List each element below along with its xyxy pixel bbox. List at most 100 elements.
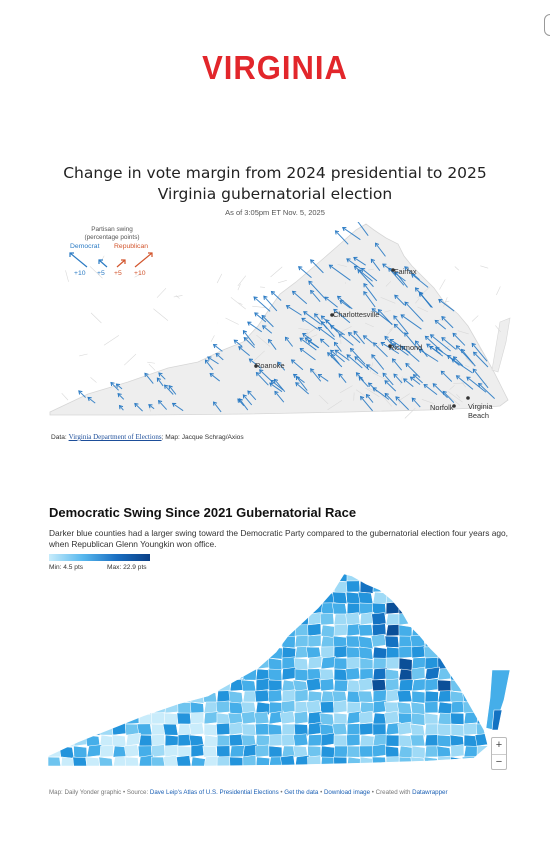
county-cell <box>99 712 115 725</box>
county-cell <box>385 601 400 615</box>
swing-arrow <box>371 354 385 370</box>
county-cell <box>516 592 518 604</box>
county-cell <box>503 624 516 636</box>
county-cell <box>254 591 270 604</box>
swing-arrowhead <box>434 319 439 325</box>
swing-arrow <box>353 330 365 345</box>
county-cell <box>410 701 426 716</box>
county-cell <box>475 679 488 692</box>
swing-arrow <box>461 349 476 367</box>
swing-arrow <box>253 296 271 312</box>
county-cell <box>475 602 488 616</box>
county-cell <box>165 778 178 782</box>
swing-arrowhead <box>233 339 238 344</box>
county-cell <box>385 646 401 660</box>
swing-arrow <box>301 317 319 330</box>
county-cell <box>399 778 413 782</box>
county-cell <box>305 700 322 714</box>
county-cell <box>178 767 192 779</box>
county-cell <box>281 602 297 616</box>
county-cell <box>190 624 205 637</box>
county-cell <box>321 768 334 780</box>
county-cell <box>215 778 230 782</box>
swing-arrow <box>350 348 366 365</box>
footer-datawrapper-link[interactable]: Datawrapper <box>412 789 448 796</box>
county-cell <box>345 635 361 648</box>
county-cell <box>514 723 518 735</box>
county-cells <box>48 574 518 782</box>
county-cell <box>125 701 142 716</box>
county-cell <box>60 580 77 594</box>
county-cell <box>48 679 64 694</box>
yonder-choropleth-map[interactable] <box>48 570 518 782</box>
county-cell <box>86 602 103 616</box>
swing-arrow <box>419 349 439 362</box>
county-cell <box>203 657 218 670</box>
swing-arrowhead <box>215 352 220 358</box>
swing-arrowhead <box>243 336 248 342</box>
source-link-va-elections[interactable]: Virginia Department of Elections <box>68 433 162 441</box>
footer-source-link[interactable]: Dave Leip's Atlas of U.S. Presidential E… <box>149 789 279 796</box>
county-cell <box>139 768 154 781</box>
swing-arrow <box>472 368 489 389</box>
swing-arrowhead <box>440 370 445 375</box>
swing-arrowhead <box>432 383 437 388</box>
county-cell <box>242 668 257 681</box>
zoom-out-button[interactable]: − <box>492 753 506 770</box>
swing-arrow <box>373 342 388 358</box>
swing-arrow <box>384 380 397 392</box>
county-cell <box>189 722 205 736</box>
swing-arrow <box>254 312 267 323</box>
county-cell <box>123 690 140 704</box>
county-cell <box>516 768 518 779</box>
county-cell <box>449 668 465 681</box>
zoom-in-button[interactable]: + <box>495 739 503 751</box>
county-cell <box>255 701 271 716</box>
county-cell <box>358 677 374 692</box>
swing-arrowhead <box>338 373 343 378</box>
county-cell <box>399 768 412 780</box>
county-cell <box>424 756 439 766</box>
county-cell <box>279 591 296 604</box>
county-cell <box>86 712 103 726</box>
county-cell <box>151 657 166 671</box>
swing-arrowhead <box>374 242 380 247</box>
county-cell <box>60 721 75 736</box>
county-cell <box>333 700 348 714</box>
county-cell <box>229 613 244 628</box>
swing-arrowhead <box>460 348 466 354</box>
county-cell <box>320 646 335 659</box>
city-dot <box>254 364 258 368</box>
footer-get-data-link[interactable]: Get the data <box>284 789 319 796</box>
county-cell <box>138 679 153 692</box>
swing-arrow <box>303 311 321 325</box>
county-cell <box>71 602 88 615</box>
county-cell <box>268 734 283 747</box>
county-cell <box>203 602 218 615</box>
scroll-handle[interactable] <box>544 14 550 36</box>
county-cell <box>190 756 206 766</box>
swing-arrowhead <box>338 333 343 338</box>
county-cell <box>268 646 283 660</box>
swing-arrow <box>357 222 369 236</box>
swing-arrow <box>394 294 405 306</box>
swing-arrow <box>371 308 393 325</box>
county-cell <box>202 745 218 758</box>
county-cell <box>152 778 165 782</box>
county-cell <box>216 624 231 637</box>
county-cell <box>138 602 153 615</box>
swing-arrow <box>370 259 381 271</box>
swing-arrowhead <box>400 314 405 319</box>
county-cell <box>201 668 218 681</box>
swing-arrowhead <box>452 332 457 337</box>
county-cell <box>475 580 488 593</box>
swing-arrow <box>249 358 262 369</box>
county-cell <box>385 734 400 747</box>
county-cell <box>372 723 387 736</box>
county-cell <box>48 602 62 615</box>
county-cell <box>111 580 127 595</box>
footer-download-link[interactable]: Download image <box>323 789 371 796</box>
county-cell <box>164 656 179 670</box>
county-cell <box>203 634 219 648</box>
county-cell <box>463 635 478 648</box>
